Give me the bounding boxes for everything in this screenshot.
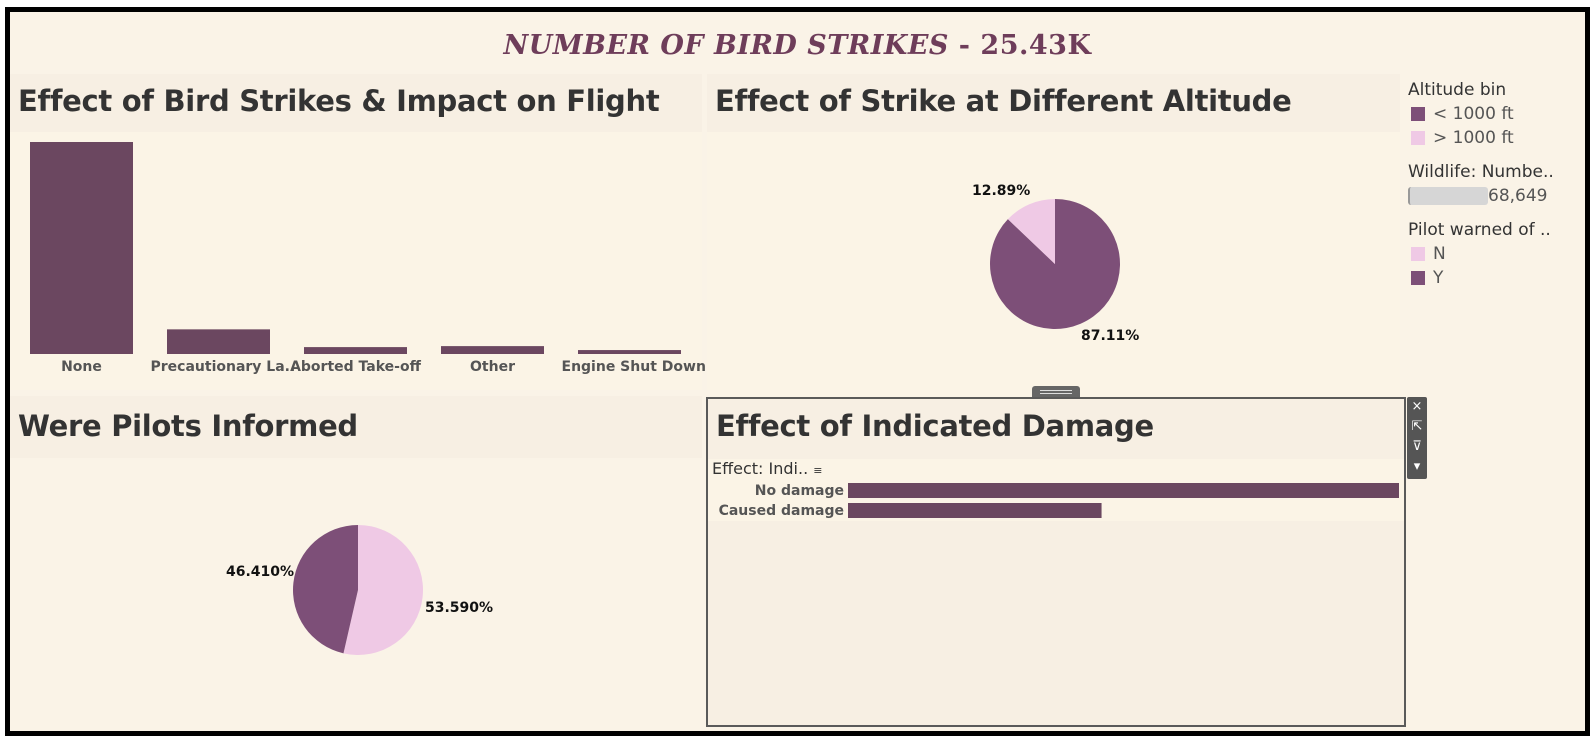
sort-icon[interactable]: ≡ (813, 464, 823, 477)
pilot-legend[interactable]: Pilot warned of .. N Y (1408, 220, 1551, 288)
wildlife-legend-max: 68,649 (1488, 186, 1548, 206)
damage-panel[interactable]: Effect of Indicated Damage Effect: Indi.… (706, 397, 1406, 727)
legend-swatch (1411, 131, 1425, 145)
impact-panel-title: Effect of Bird Strikes & Impact on Fligh… (18, 84, 660, 118)
altitude-panel-title: Effect of Strike at Different Altitude (715, 84, 1292, 118)
damage-column-header[interactable]: Effect: Indi.. ≡ (712, 459, 822, 478)
damage-bar-chart[interactable] (848, 481, 1404, 521)
damage-panel-title: Effect of Indicated Damage (716, 409, 1154, 443)
impact-bar-1[interactable] (167, 329, 270, 354)
legend-swatch (1411, 247, 1425, 261)
damage-category-no-damage: No damage (754, 483, 844, 499)
altitude-pie-slice-1[interactable] (1007, 199, 1055, 264)
more-options-icon[interactable]: ▾ (1413, 459, 1421, 474)
panel-toolbar: × ⇱ ⊽ ▾ (1407, 397, 1427, 479)
impact-x-tick: Engine Shut Down (561, 359, 706, 375)
legend-item-above-1000[interactable]: > 1000 ft (1408, 128, 1514, 148)
title-value: - 25.43K (948, 30, 1092, 61)
impact-x-tick: None (61, 359, 102, 375)
damage-bar-1[interactable] (848, 503, 1102, 518)
legend-label: N (1433, 244, 1446, 264)
damage-column-header-label: Effect: Indi.. (712, 459, 809, 478)
legend-swatch (1411, 271, 1425, 285)
impact-bar-chart[interactable] (10, 132, 702, 356)
popout-icon[interactable]: ⇱ (1411, 419, 1423, 434)
damage-category-caused-damage: Caused damage (718, 503, 844, 519)
pilots-pie-label-n: 53.590% (425, 600, 494, 616)
legend-item-below-1000[interactable]: < 1000 ft (1408, 104, 1514, 124)
pilots-pie-slice-0[interactable] (343, 525, 423, 655)
impact-bar-4[interactable] (578, 350, 681, 354)
impact-x-tick: Precautionary La.. (150, 359, 296, 375)
pilots-title-band (10, 396, 702, 458)
altitude-pie-label-low: 87.11% (1081, 328, 1140, 344)
dashboard-frame: NUMBER OF BIRD STRIKES - 25.43K Effect o… (5, 7, 1590, 736)
pilots-pie-chart[interactable] (10, 458, 702, 728)
impact-bar-0[interactable] (30, 142, 133, 354)
panel-drag-handle[interactable] (1032, 386, 1080, 397)
close-icon[interactable]: × (1411, 399, 1423, 414)
altitude-title-band (707, 74, 1400, 132)
filter-icon[interactable]: ⊽ (1412, 439, 1422, 454)
altitude-legend-title: Altitude bin (1408, 80, 1507, 100)
legend-swatch (1411, 107, 1425, 121)
pilots-panel-title: Were Pilots Informed (18, 409, 358, 443)
legend-item-y[interactable]: Y (1408, 268, 1551, 288)
dashboard-title: NUMBER OF BIRD STRIKES - 25.43K (10, 30, 1585, 61)
damage-bar-0[interactable] (848, 483, 1399, 498)
size-ramp-icon (1408, 187, 1488, 205)
legend-item-n[interactable]: N (1408, 244, 1551, 264)
legend-label: < 1000 ft (1433, 104, 1514, 124)
altitude-pie-chart[interactable] (707, 132, 1400, 390)
altitude-legend[interactable]: Altitude bin < 1000 ft > 1000 ft (1408, 80, 1514, 148)
wildlife-legend-title: Wildlife: Numbe.. (1408, 162, 1554, 182)
legend-label: Y (1433, 268, 1444, 288)
impact-bar-2[interactable] (304, 347, 407, 354)
impact-bar-3[interactable] (441, 346, 544, 354)
legend-label: > 1000 ft (1433, 128, 1514, 148)
altitude-pie-label-high: 12.89% (972, 183, 1031, 199)
pilot-legend-title: Pilot warned of .. (1408, 220, 1551, 240)
impact-x-tick: Other (470, 359, 515, 375)
impact-x-tick: Aborted Take-off (290, 359, 421, 375)
pilots-pie-label-y: 46.410% (226, 564, 295, 580)
title-main: NUMBER OF BIRD STRIKES (503, 30, 949, 61)
impact-title-band (10, 74, 702, 132)
pilots-pie-slice-1[interactable] (292, 525, 358, 654)
wildlife-legend[interactable]: Wildlife: Numbe.. 68,649 (1408, 162, 1554, 206)
